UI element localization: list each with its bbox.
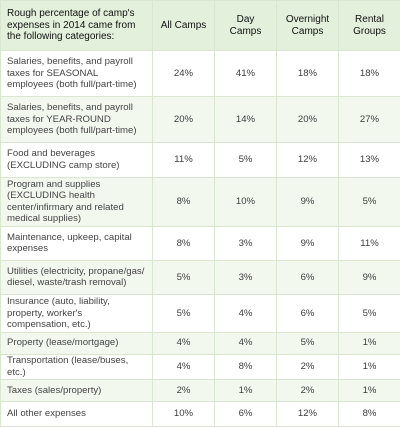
- row-label: All other expenses: [0, 400, 153, 427]
- column-header-rental-groups: Rental Groups: [338, 0, 400, 51]
- row-label: Taxes (sales/property): [0, 378, 153, 402]
- cell-value: 5%: [338, 176, 400, 228]
- cell-value: 4%: [214, 294, 277, 333]
- cell-value: 8%: [152, 176, 215, 228]
- cell-value: 11%: [152, 142, 215, 178]
- cell-value: 4%: [152, 331, 215, 355]
- cell-value: 3%: [214, 226, 277, 261]
- cell-value: 4%: [152, 353, 215, 380]
- cell-value: 10%: [152, 400, 215, 427]
- cell-value: 4%: [214, 331, 277, 355]
- table-row: Taxes (sales/property) 2% 1% 2% 1%: [0, 378, 400, 402]
- row-label: Program and supplies (EXCLUDING health c…: [0, 176, 153, 228]
- row-label: Salaries, benefits, and payroll taxes fo…: [0, 49, 153, 98]
- cell-value: 13%: [338, 142, 400, 178]
- table-row: Insurance (auto, liability, property, wo…: [0, 294, 400, 333]
- cell-value: 1%: [338, 378, 400, 402]
- table-header-row: Rough percentage of camp's expenses in 2…: [0, 0, 400, 51]
- cell-value: 2%: [276, 353, 339, 380]
- cell-value: 10%: [214, 176, 277, 228]
- table-row: Salaries, benefits, and payroll taxes fo…: [0, 49, 400, 98]
- cell-value: 12%: [276, 400, 339, 427]
- table-row: Maintenance, upkeep, capital expenses 8%…: [0, 226, 400, 261]
- cell-value: 2%: [276, 378, 339, 402]
- cell-value: 41%: [214, 49, 277, 98]
- cell-value: 1%: [338, 353, 400, 380]
- column-header-all-camps: All Camps: [152, 0, 215, 51]
- cell-value: 9%: [276, 226, 339, 261]
- cell-value: 9%: [276, 176, 339, 228]
- cell-value: 5%: [276, 331, 339, 355]
- cell-value: 8%: [338, 400, 400, 427]
- cell-value: 6%: [276, 294, 339, 333]
- cell-value: 24%: [152, 49, 215, 98]
- cell-value: 8%: [152, 226, 215, 261]
- row-label: Insurance (auto, liability, property, wo…: [0, 294, 153, 333]
- table-row: Property (lease/mortgage) 4% 4% 5% 1%: [0, 331, 400, 355]
- table-description: Rough percentage of camp's expenses in 2…: [0, 0, 153, 51]
- cell-value: 9%: [338, 259, 400, 296]
- cell-value: 2%: [152, 378, 215, 402]
- column-header-overnight-camps: Overnight Camps: [276, 0, 339, 51]
- row-label: Food and beverages (EXCLUDING camp store…: [0, 142, 153, 178]
- cell-value: 1%: [338, 331, 400, 355]
- table-row: Utilities (electricity, propane/gas/ die…: [0, 259, 400, 296]
- table-row: Program and supplies (EXCLUDING health c…: [0, 176, 400, 228]
- cell-value: 5%: [338, 294, 400, 333]
- cell-value: 5%: [214, 142, 277, 178]
- table-row: Transportation (lease/buses, etc.) 4% 8%…: [0, 353, 400, 380]
- cell-value: 18%: [338, 49, 400, 98]
- cell-value: 5%: [152, 259, 215, 296]
- cell-value: 12%: [276, 142, 339, 178]
- cell-value: 27%: [338, 96, 400, 144]
- table-row: All other expenses 10% 6% 12% 8%: [0, 400, 400, 427]
- cell-value: 6%: [276, 259, 339, 296]
- row-label: Maintenance, upkeep, capital expenses: [0, 226, 153, 261]
- row-label: Transportation (lease/buses, etc.): [0, 353, 153, 380]
- row-label: Utilities (electricity, propane/gas/ die…: [0, 259, 153, 296]
- table-row: Salaries, benefits, and payroll taxes fo…: [0, 96, 400, 144]
- cell-value: 5%: [152, 294, 215, 333]
- table-row: Food and beverages (EXCLUDING camp store…: [0, 142, 400, 178]
- cell-value: 14%: [214, 96, 277, 144]
- column-header-day-camps: Day Camps: [214, 0, 277, 51]
- cell-value: 6%: [214, 400, 277, 427]
- cell-value: 3%: [214, 259, 277, 296]
- cell-value: 1%: [214, 378, 277, 402]
- cell-value: 20%: [152, 96, 215, 144]
- row-label: Salaries, benefits, and payroll taxes fo…: [0, 96, 153, 144]
- cell-value: 20%: [276, 96, 339, 144]
- cell-value: 11%: [338, 226, 400, 261]
- row-label: Property (lease/mortgage): [0, 331, 153, 355]
- cell-value: 8%: [214, 353, 277, 380]
- cell-value: 18%: [276, 49, 339, 98]
